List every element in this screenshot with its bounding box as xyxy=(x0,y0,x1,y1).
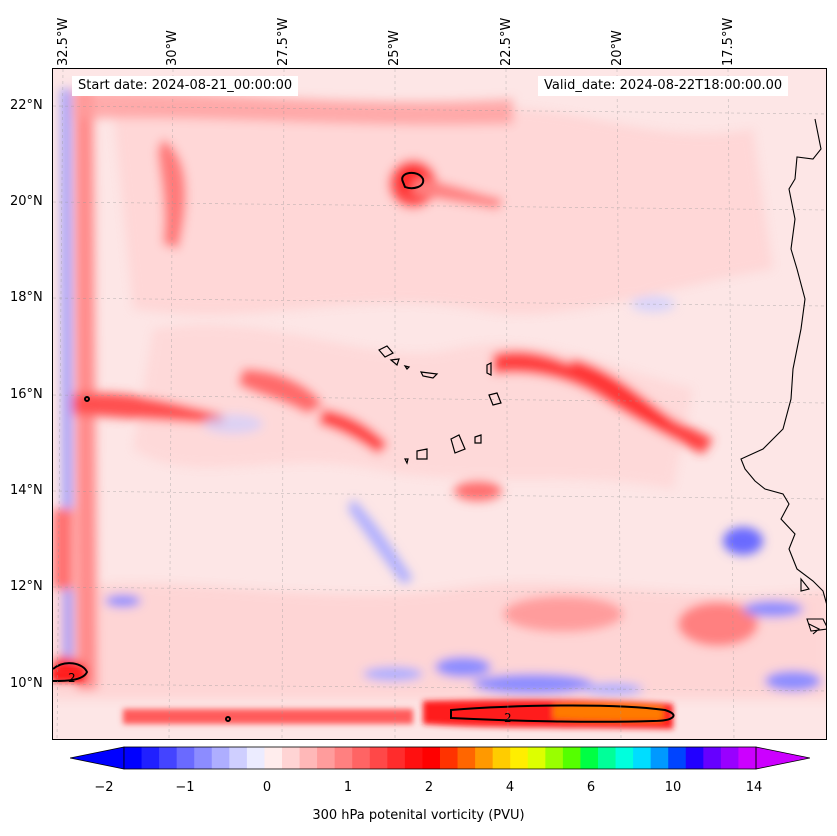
colorbar-tick: 10 xyxy=(664,780,682,795)
colorbar-segment xyxy=(124,747,143,769)
colorbar-segment xyxy=(141,747,160,769)
lat-label: 18°N xyxy=(10,290,43,305)
map-panel: 2 2 xyxy=(52,68,827,740)
colorbar-segment xyxy=(194,747,213,769)
colorbar-segment xyxy=(633,747,652,769)
colorbar-tick: 1 xyxy=(343,780,353,795)
colorbar-segment xyxy=(510,747,529,769)
colorbar-segment xyxy=(282,747,301,769)
colorbar-segment xyxy=(545,747,564,769)
colorbar-segment xyxy=(440,747,459,769)
colorbar-segment xyxy=(457,747,476,769)
lat-label: 10°N xyxy=(10,676,43,691)
colorbar-segment xyxy=(176,747,195,769)
colorbar-segment xyxy=(246,747,265,769)
colorbar-tick: −2 xyxy=(94,780,114,795)
contour-label: 2 xyxy=(68,671,76,685)
colorbar-segment xyxy=(264,747,283,769)
lon-label: 20°W xyxy=(610,30,625,66)
colorbar-segment xyxy=(422,747,441,769)
lat-label: 12°N xyxy=(10,579,43,594)
colorbar-tick: 0 xyxy=(262,780,272,795)
lat-label: 16°N xyxy=(10,387,43,402)
colorbar-segment xyxy=(404,747,423,769)
colorbar xyxy=(69,745,811,771)
lon-label: 27.5°W xyxy=(276,17,291,66)
colorbar-segment xyxy=(598,747,617,769)
colorbar-segment xyxy=(668,747,687,769)
colorbar-tick: 6 xyxy=(586,780,596,795)
colorbar-tick: 14 xyxy=(745,780,763,795)
colorbar-segment xyxy=(703,747,722,769)
colorbar-segment xyxy=(229,747,248,769)
pv-shading xyxy=(53,89,826,699)
gridlines xyxy=(53,69,826,739)
colorbar-segment xyxy=(352,747,371,769)
pv-field: 2 2 xyxy=(53,69,826,739)
colorbar-segment xyxy=(387,747,406,769)
start-date-text: Start date: 2024-08-21_00:00:00 xyxy=(72,76,299,96)
cape-verde-islands xyxy=(378,345,502,465)
colorbar-segment xyxy=(580,747,599,769)
lon-label: 25°W xyxy=(387,30,402,66)
lat-label: 22°N xyxy=(10,98,43,113)
colorbar-tick: 2 xyxy=(424,780,434,795)
colorbar-frame xyxy=(123,746,757,770)
colorbar-segment xyxy=(334,747,353,769)
colorbar-over-arrow xyxy=(755,746,811,770)
lat-label: 20°N xyxy=(10,194,43,209)
colorbar-segment xyxy=(159,747,178,769)
colorbar-segment xyxy=(299,747,318,769)
colorbar-svg xyxy=(69,746,811,770)
colorbar-under-arrow xyxy=(69,746,125,770)
colorbar-segment xyxy=(738,747,757,769)
colorbar-segment xyxy=(562,747,581,769)
colorbar-label: 300 hPa potenital vorticity (PVU) xyxy=(312,808,525,823)
colorbar-segment xyxy=(475,747,494,769)
lat-label: 14°N xyxy=(10,483,43,498)
colorbar-segment xyxy=(527,747,546,769)
lon-label: 22.5°W xyxy=(499,17,514,66)
colorbar-tick: 4 xyxy=(505,780,515,795)
valid-date-text: Valid_date: 2024-08-22T18:00:00.00 xyxy=(538,76,789,96)
colorbar-segment xyxy=(211,747,230,769)
colorbar-segment xyxy=(615,747,634,769)
colorbar-tick: −1 xyxy=(175,780,195,795)
lon-label: 32.5°W xyxy=(56,17,71,66)
colorbar-segment xyxy=(685,747,704,769)
lon-label: 30°W xyxy=(165,30,180,66)
pv-contour-2 xyxy=(53,171,675,723)
colorbar-segment xyxy=(720,747,739,769)
colorbar-segment xyxy=(650,747,669,769)
lon-label: 17.5°W xyxy=(721,17,736,66)
colorbar-segment xyxy=(369,747,388,769)
colorbar-segment xyxy=(492,747,511,769)
africa-coastline xyxy=(740,118,826,635)
colorbar-segment xyxy=(317,747,336,769)
